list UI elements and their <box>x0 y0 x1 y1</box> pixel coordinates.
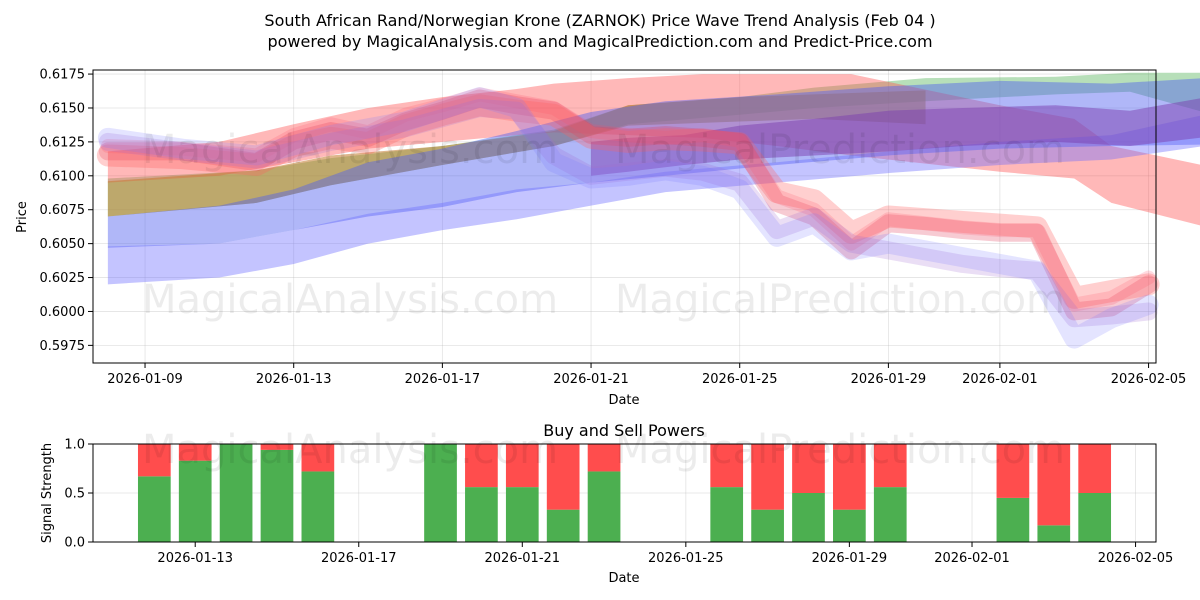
y-tick-label: 0.5975 <box>40 339 86 354</box>
sell-bar <box>833 444 866 510</box>
y-tick-label: 0.6000 <box>40 305 86 320</box>
buy-bar <box>178 460 212 542</box>
sell-bar <box>260 444 294 450</box>
price-x-label: Date <box>608 393 639 408</box>
price-y-ticks: 0.5975 0.6000 0.6025 0.6050 0.6075 0.6100 0.61… <box>40 68 93 354</box>
price-x-ticks: 2026-01-09 2026-01-13 2026-01-17 2026-01-21… <box>107 363 1186 387</box>
watermark-text: MagicalPrediction.com <box>615 427 1065 473</box>
buy-bar <box>301 471 335 542</box>
y-tick-label: 0.5 <box>64 487 85 502</box>
watermark-text: MagicalAnalysis.com <box>142 277 558 323</box>
buy-bar <box>833 509 866 542</box>
signal-x-label: Date <box>608 571 639 586</box>
trend-band-purple-dark <box>591 98 1200 176</box>
sell-bar <box>1037 444 1071 526</box>
watermark-text: MagicalPrediction.com <box>615 277 1065 323</box>
buy-bar <box>219 444 253 542</box>
sell-bar <box>710 444 744 488</box>
wave-line <box>98 98 1158 328</box>
trend-band-orange-overlap <box>107 90 926 217</box>
buy-bar <box>424 444 457 542</box>
y-tick-label: 0.6100 <box>40 169 86 184</box>
sell-bar <box>587 444 621 472</box>
x-tick-label: 2026-02-05 <box>1098 551 1174 566</box>
sell-bar <box>1078 444 1112 493</box>
y-tick-label: 0.6050 <box>40 237 86 252</box>
y-tick-label: 0.6125 <box>40 135 86 150</box>
buy-bar <box>873 487 907 542</box>
watermark-text: MagicalPrediction.com <box>615 127 1065 173</box>
buy-bar <box>137 476 171 542</box>
buy-sell-chart: Buy and Sell Powers MagicalAnalysis.com … <box>40 421 1173 586</box>
sell-bar <box>505 444 539 488</box>
sell-bar <box>301 444 335 472</box>
buy-bar <box>546 509 580 542</box>
sell-bar <box>465 444 498 488</box>
wave-line <box>98 89 1158 321</box>
price-y-label: Price <box>15 201 30 233</box>
buy-bar <box>260 449 294 542</box>
signal-y-label: Signal Strength <box>40 443 55 543</box>
x-tick-label: 2026-02-01 <box>934 551 1010 566</box>
watermark-text: MagicalAnalysis.com <box>142 127 558 173</box>
x-tick-label: 2026-01-21 <box>485 551 561 566</box>
buy-bar <box>1037 525 1071 542</box>
sell-bar <box>137 444 171 477</box>
sell-bar <box>792 444 825 493</box>
x-tick-label: 2026-01-09 <box>107 372 183 387</box>
sell-bar <box>873 444 907 488</box>
sell-bar <box>178 444 212 461</box>
trend-band-blue-low <box>107 115 1200 285</box>
wave-line <box>96 94 1160 309</box>
x-tick-label: 2026-01-29 <box>851 372 927 387</box>
wave-line <box>100 87 1156 312</box>
buy-sell-title: Buy and Sell Powers <box>543 421 705 440</box>
x-tick-label: 2026-01-13 <box>256 372 332 387</box>
x-tick-label: 2026-01-25 <box>648 551 724 566</box>
x-tick-label: 2026-01-13 <box>157 551 233 566</box>
price-plot-border <box>92 69 1157 364</box>
x-tick-label: 2026-01-25 <box>702 372 778 387</box>
y-tick-label: 1.0 <box>64 438 85 453</box>
buy-bar <box>505 487 539 542</box>
buy-bar <box>996 497 1030 542</box>
chart-title: South African Rand/Norwegian Krone (ZARN… <box>264 11 935 30</box>
buy-bar <box>465 487 498 542</box>
x-tick-label: 2026-01-29 <box>812 551 888 566</box>
x-tick-label: 2026-02-05 <box>1111 372 1187 387</box>
y-tick-label: 0.0 <box>64 536 85 551</box>
x-tick-label: 2026-01-21 <box>553 372 629 387</box>
buy-bar <box>792 493 825 542</box>
buy-bar <box>587 471 621 542</box>
x-tick-label: 2026-01-17 <box>405 372 481 387</box>
sell-bar <box>546 444 580 510</box>
y-tick-label: 0.6025 <box>40 271 86 286</box>
buy-bar <box>751 509 784 542</box>
price-wave-chart: MagicalAnalysis.com MagicalPrediction.co… <box>15 68 1200 408</box>
signal-bars <box>137 444 1112 542</box>
sell-bar <box>751 444 784 510</box>
sell-bar <box>996 444 1030 498</box>
signal-y-ticks: 0.0 0.5 1.0 <box>64 438 93 551</box>
y-tick-label: 0.6075 <box>40 203 86 218</box>
y-tick-label: 0.6150 <box>40 101 86 116</box>
watermark-text: MagicalAnalysis.com <box>142 427 558 473</box>
buy-bar <box>1078 493 1112 542</box>
x-tick-label: 2026-02-01 <box>962 372 1038 387</box>
buy-bar <box>710 487 744 542</box>
signal-x-ticks: 2026-01-13 2026-01-17 2026-01-21 2026-01-25… <box>157 542 1173 566</box>
wave-line <box>97 87 1159 349</box>
chart-subtitle: powered by MagicalAnalysis.com and Magic… <box>267 32 932 51</box>
x-tick-label: 2026-01-17 <box>321 551 397 566</box>
price-bands <box>107 72 1200 285</box>
y-tick-label: 0.6175 <box>40 68 86 83</box>
watermarks: MagicalAnalysis.com MagicalPrediction.co… <box>142 127 1065 323</box>
price-wave-lines <box>96 87 1160 349</box>
